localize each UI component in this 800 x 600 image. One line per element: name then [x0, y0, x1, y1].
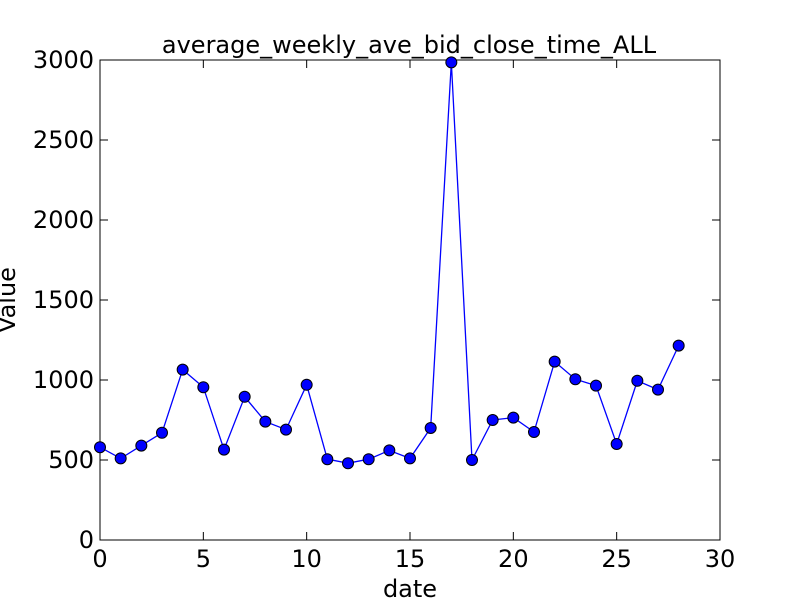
data-point: [197, 381, 210, 394]
data-point: [652, 383, 664, 396]
x-tick-label: 25: [601, 545, 632, 573]
data-point: [528, 426, 540, 438]
data-point: [156, 426, 168, 439]
x-tick-label: 0: [92, 545, 107, 573]
x-tick-label: 30: [705, 545, 736, 573]
data-point: [383, 444, 396, 457]
y-tick-label: 3000: [33, 46, 94, 74]
data-points: [94, 56, 685, 470]
data-point: [610, 438, 623, 450]
y-tick-label: 0: [79, 526, 94, 554]
x-tick-label: 15: [395, 545, 426, 573]
x-tick-label: 5: [196, 545, 211, 573]
data-point: [135, 439, 148, 452]
x-tick-label: 10: [291, 545, 322, 573]
y-axis-label: Value: [0, 267, 21, 333]
data-point: [590, 379, 602, 392]
data-point: [507, 411, 520, 424]
data-point: [445, 56, 458, 69]
y-tick-label: 2000: [33, 206, 94, 234]
data-point: [424, 422, 437, 434]
data-point: [300, 378, 313, 391]
y-tick-label: 500: [48, 446, 94, 474]
data-point: [114, 452, 127, 465]
data-point: [404, 452, 416, 465]
y-tick-label: 1000: [33, 366, 94, 394]
data-point: [280, 423, 292, 436]
y-tick-label: 2500: [33, 126, 94, 154]
data-point: [238, 390, 251, 403]
data-point: [672, 339, 685, 352]
chart-title: average_weekly_ave_bid_close_time_ALL: [162, 31, 657, 59]
data-point: [321, 453, 334, 466]
x-tick-label: 20: [498, 545, 529, 573]
data-point: [218, 443, 230, 456]
x-axis-label: date: [383, 575, 437, 600]
data-point: [631, 374, 644, 387]
data-point: [569, 373, 582, 386]
data-point: [94, 441, 106, 454]
plot-frame: [99, 59, 721, 541]
data-point: [176, 363, 189, 376]
data-point: [466, 454, 478, 466]
y-tick-label: 1500: [33, 286, 94, 314]
data-point: [362, 453, 375, 466]
x-tick-labels: 0 5 10 15 20 25 30: [92, 545, 735, 573]
data-point: [486, 414, 499, 426]
data-point: [259, 415, 272, 428]
data-point: [342, 457, 354, 470]
axis-ticks: [99, 59, 721, 541]
data-point: [548, 355, 561, 368]
y-tick-labels: 0 500 1000 1500 2000 2500 3000: [33, 46, 94, 554]
